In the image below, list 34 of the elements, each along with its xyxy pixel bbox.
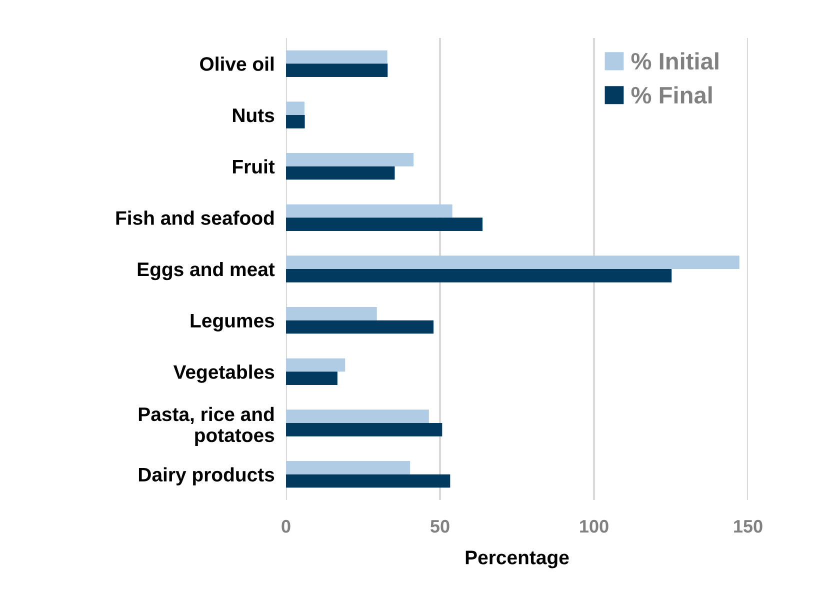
legend-label: % Initial xyxy=(631,52,718,70)
y-tick-label: Fish and seafood xyxy=(116,210,274,225)
bar xyxy=(286,102,304,115)
bar xyxy=(286,358,346,372)
x-tick-label: 150 xyxy=(734,520,762,533)
y-tick-label: Fruit xyxy=(232,159,275,174)
bar xyxy=(286,269,672,282)
x-tick-label: 50 xyxy=(430,520,450,533)
x-tick-label: 100 xyxy=(580,520,608,533)
bar xyxy=(286,166,395,180)
bar xyxy=(286,372,338,386)
y-tick-label: Eggs and meat xyxy=(138,262,275,280)
y-tick-label: Nuts xyxy=(232,108,274,122)
y-tick-label: Legumes xyxy=(190,314,274,332)
bar xyxy=(286,306,377,320)
legend-label: % Final xyxy=(631,86,712,104)
x-axis-title: Percentage xyxy=(466,550,569,568)
bar xyxy=(286,256,740,269)
bar xyxy=(286,204,452,218)
bar xyxy=(286,115,305,128)
bar xyxy=(286,320,434,334)
bar xyxy=(286,50,388,64)
y-tick-label: Vegetables xyxy=(173,364,274,383)
bar xyxy=(286,218,483,232)
y-tick-label: Pasta, rice and potatoes xyxy=(138,406,274,446)
bar xyxy=(286,423,442,436)
y-tick-label: Olive oil xyxy=(200,56,274,71)
bar xyxy=(286,152,414,166)
x-tick-label: 0 xyxy=(282,520,290,533)
bar xyxy=(286,410,429,423)
y-tick-label: Dairy products xyxy=(138,467,274,486)
bar xyxy=(286,460,410,474)
bar xyxy=(286,64,388,78)
bar xyxy=(286,474,450,488)
